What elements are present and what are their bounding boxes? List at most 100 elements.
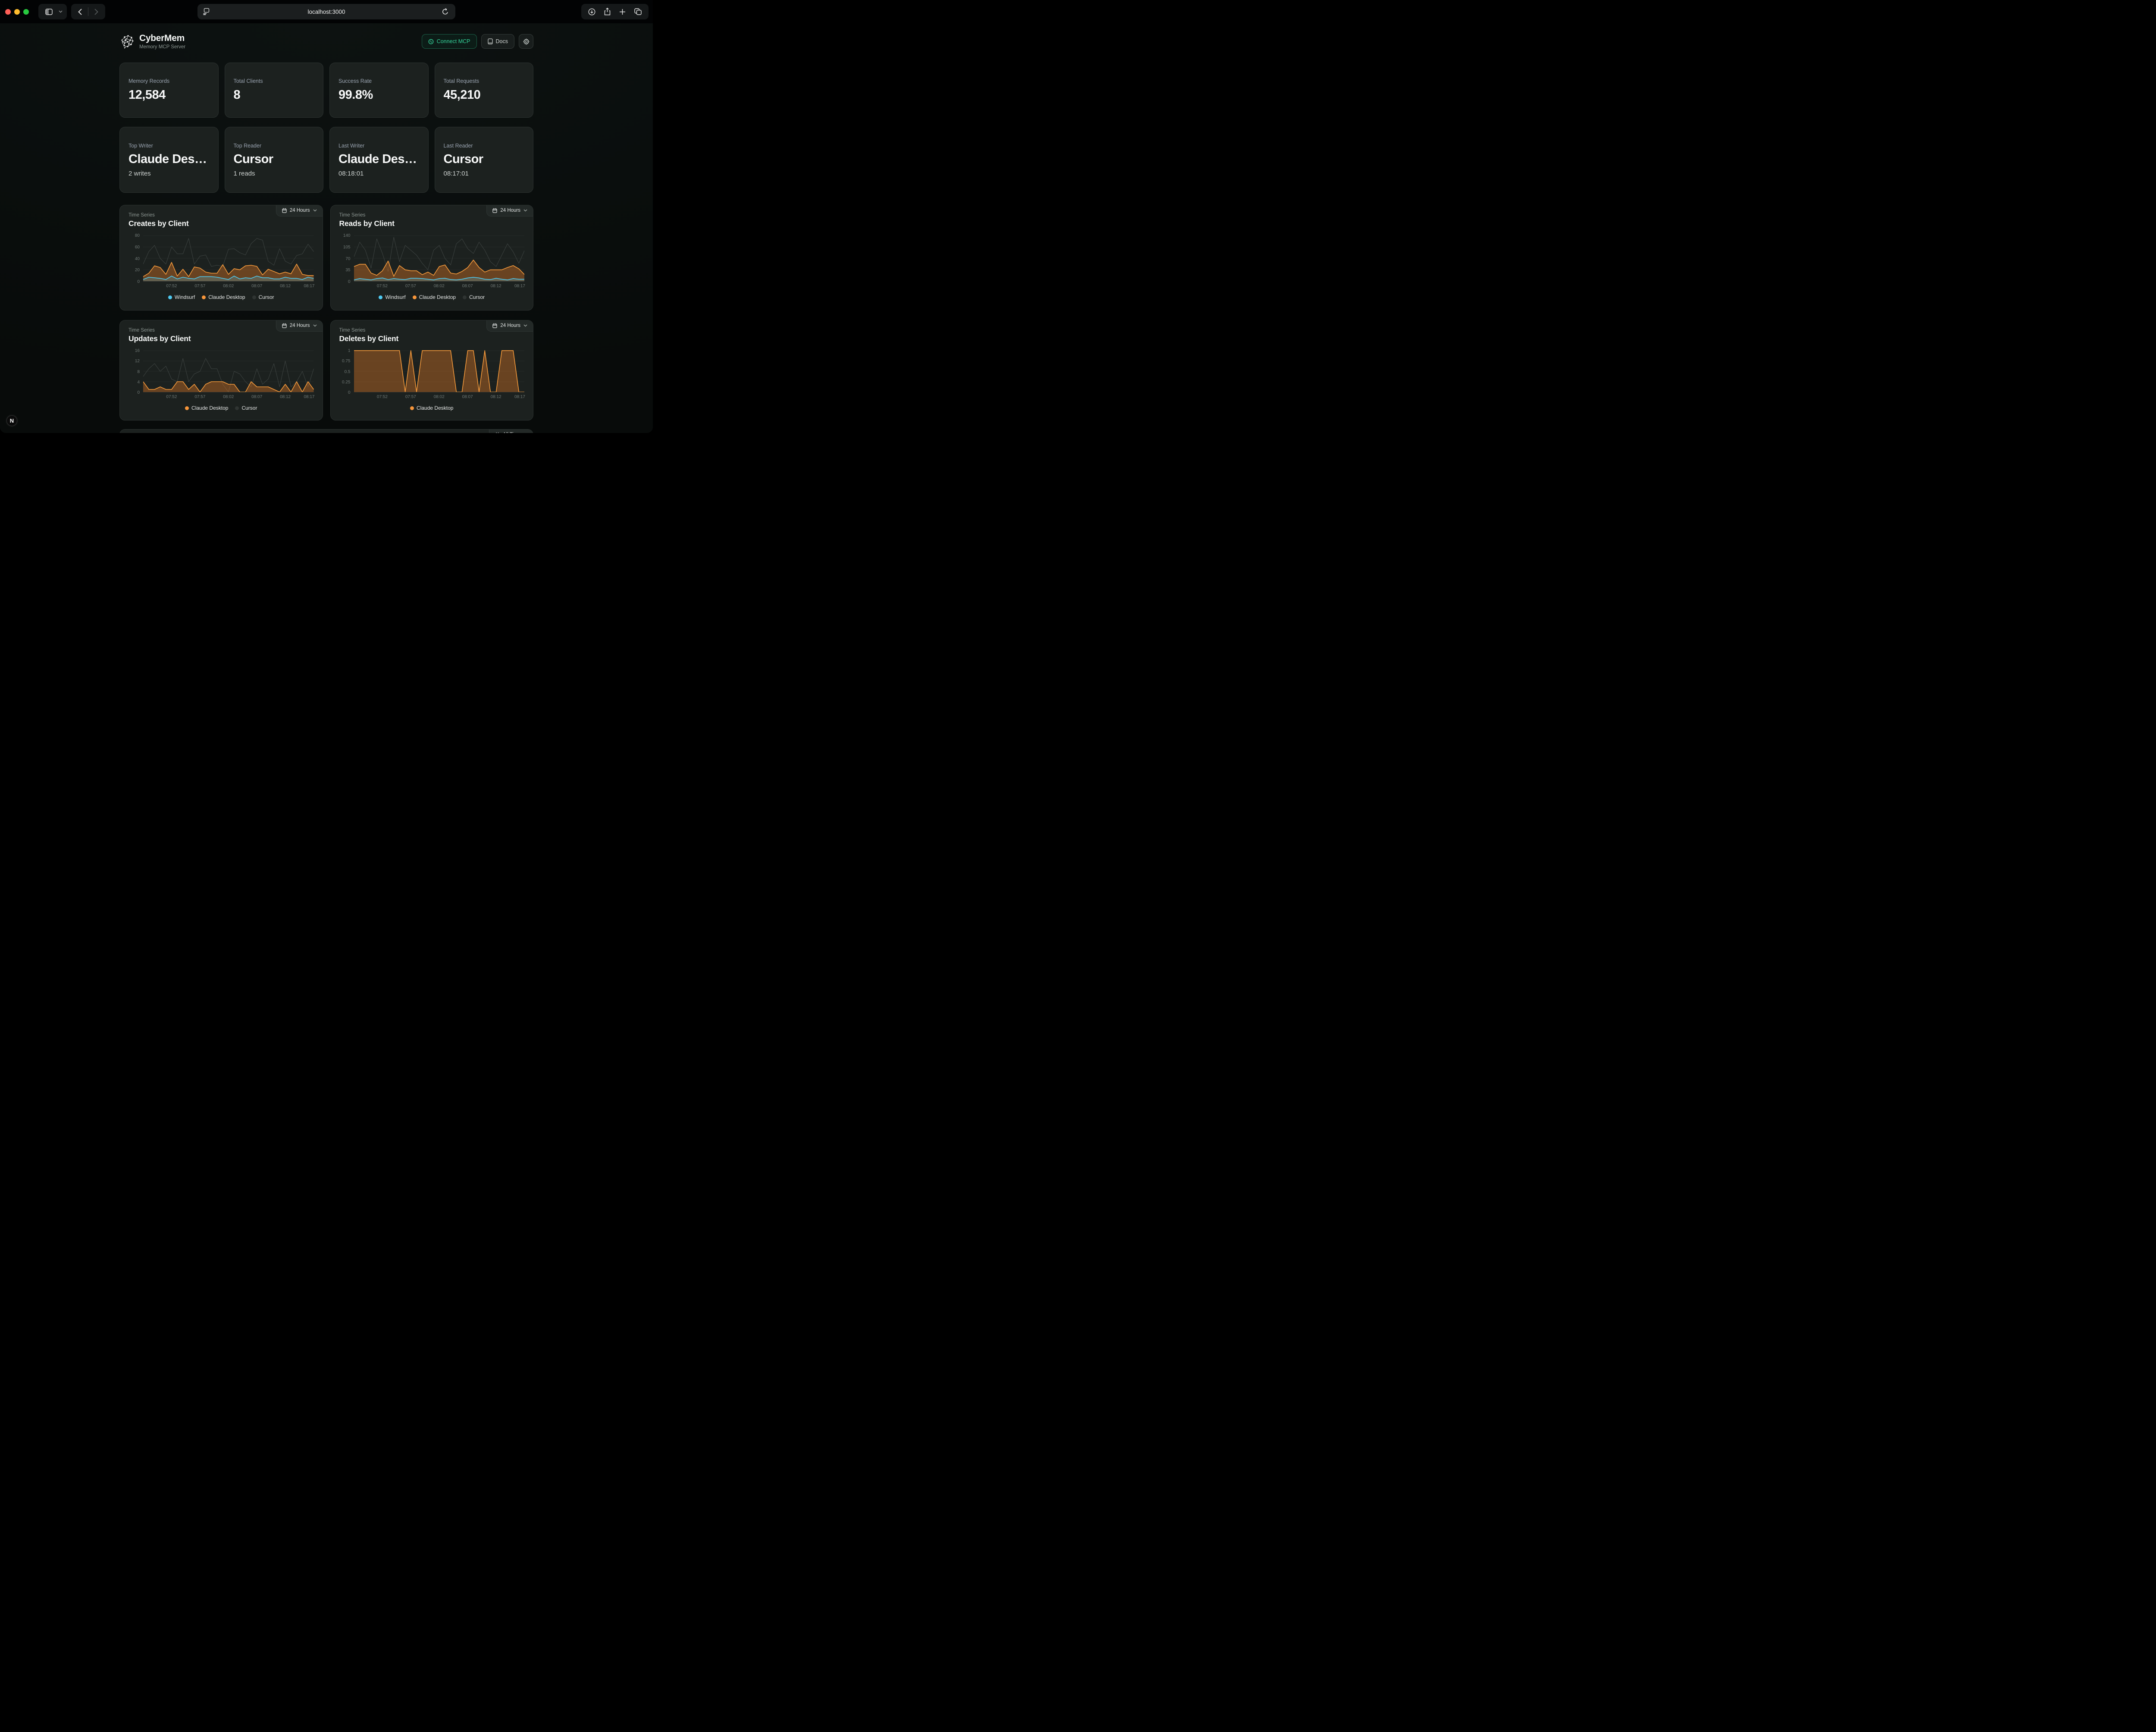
- legend-label: Claude Desktop: [419, 294, 456, 300]
- x-tick-label: 08:07: [251, 284, 263, 289]
- time-range-chip[interactable]: 24 Hours: [276, 205, 323, 216]
- stats-row: Memory Records 12,584 Total Clients 8 Su…: [119, 63, 533, 118]
- stat-label: Total Requests: [443, 78, 479, 84]
- stat-card-success-rate: Success Rate 99.8%: [329, 63, 429, 118]
- legend-dot: [463, 295, 467, 299]
- chevron-down-icon: [523, 324, 527, 327]
- legend-item[interactable]: Cursor: [235, 405, 257, 411]
- legend-label: Cursor: [469, 294, 485, 300]
- legend-item[interactable]: Windsurf: [168, 294, 195, 300]
- y-tick-label: 0: [137, 390, 140, 395]
- y-tick-label: 0.25: [342, 380, 351, 385]
- forward-button[interactable]: [92, 4, 101, 19]
- y-tick-label: 0: [137, 279, 140, 284]
- legend-item[interactable]: Claude Desktop: [412, 294, 456, 300]
- stat-label: Total Clients: [233, 78, 263, 84]
- legend-item[interactable]: Cursor: [463, 294, 485, 300]
- stat-value: Cursor: [233, 152, 274, 166]
- legend-label: Claude Desktop: [208, 294, 245, 300]
- chevron-down-icon[interactable]: [59, 10, 63, 13]
- new-tab-button[interactable]: [617, 4, 628, 19]
- tab-overview-button[interactable]: [632, 4, 644, 19]
- minimize-window-button[interactable]: [14, 9, 20, 15]
- chart-plot: [354, 234, 524, 282]
- chart-card-deletes-by-client: 24 Hours Time Series Deletes by Client 0 0.2…: [330, 320, 533, 420]
- x-tick-label: 08:02: [223, 395, 234, 399]
- reload-button[interactable]: [439, 7, 451, 16]
- legend-label: Windsurf: [174, 294, 195, 300]
- time-range-label: 24 Hours: [500, 323, 520, 328]
- back-button[interactable]: [75, 4, 85, 19]
- legend-item[interactable]: Claude Desktop: [410, 405, 453, 411]
- x-tick-label: 07:57: [194, 284, 206, 289]
- chart-title: Deletes by Client: [339, 334, 399, 343]
- chart-eyebrow: Time Series: [128, 328, 155, 333]
- stat-card-last-writer: Last Writer Claude Des… 08:18:01: [329, 127, 429, 193]
- settings-button[interactable]: [519, 34, 533, 49]
- toolbar-right-group: [581, 4, 649, 19]
- legend-item[interactable]: Claude Desktop: [202, 294, 245, 300]
- downloads-button[interactable]: [586, 4, 598, 19]
- legend-item[interactable]: Windsurf: [379, 294, 406, 300]
- address-bar[interactable]: localhost:3000: [197, 4, 455, 19]
- x-tick-label: 08:07: [462, 395, 473, 399]
- nextjs-dev-badge[interactable]: N: [6, 415, 17, 426]
- stat-label: Top Reader: [233, 142, 262, 149]
- plus-icon: [620, 9, 625, 15]
- browser-window: localhost:3000: [0, 0, 653, 433]
- x-tick-label: 08:17: [514, 284, 526, 289]
- y-tick-label: 0.5: [344, 369, 351, 374]
- zoom-window-button[interactable]: [23, 9, 29, 15]
- gear-icon: [523, 38, 530, 45]
- reload-icon: [442, 8, 448, 15]
- stat-label: Memory Records: [128, 78, 170, 84]
- time-range-chip[interactable]: 24 Hours: [486, 320, 533, 332]
- y-tick-label: 0: [348, 279, 351, 284]
- chart-plot: [143, 349, 314, 392]
- back-icon: [78, 8, 82, 15]
- y-tick-label: 140: [343, 233, 351, 238]
- time-range-chip[interactable]: 24 Hours: [486, 205, 533, 216]
- calendar-icon: [495, 432, 499, 433]
- stat-card-top-writer: Top Writer Claude Des… 2 writes: [119, 127, 219, 193]
- stat-subvalue: 1 reads: [233, 169, 255, 177]
- x-tick-label: 07:57: [194, 395, 206, 399]
- header-actions: Connect MCP Docs: [421, 34, 533, 49]
- docs-button[interactable]: Docs: [481, 34, 514, 49]
- page-body: CyberMem Memory MCP Server Connect MCP: [0, 23, 653, 433]
- y-axis: 0 20 40 60 80: [128, 233, 143, 284]
- chart-title: Reads by Client: [339, 219, 395, 228]
- y-axis: 0 4 8 12 16: [128, 348, 143, 395]
- y-tick-label: 4: [137, 380, 140, 385]
- y-tick-label: 20: [135, 268, 140, 273]
- legend-item[interactable]: Claude Desktop: [185, 405, 228, 411]
- chart-card-reads-by-client: 24 Hours Time Series Reads by Client 0 35 70 1…: [330, 205, 533, 311]
- chart-title: Creates by Client: [128, 219, 189, 228]
- x-tick-label: 08:12: [490, 395, 501, 399]
- stat-card-total-requests: Total Requests 45,210: [434, 63, 533, 118]
- share-icon: [604, 8, 611, 16]
- url-text: localhost:3000: [307, 8, 345, 15]
- stat-label: Last Reader: [443, 142, 473, 149]
- time-range-chip[interactable]: 24 Hours: [276, 320, 323, 332]
- x-axis: 07:52 07:57 08:02 08:07 08:12 08:17: [143, 395, 314, 401]
- y-axis: 0 35 70 105 140: [339, 233, 354, 284]
- x-tick-label: 08:17: [514, 395, 526, 399]
- y-tick-label: 1: [348, 348, 351, 353]
- y-tick-label: 0.75: [342, 359, 351, 364]
- share-button[interactable]: [602, 4, 613, 19]
- time-range-chip-all-time[interactable]: All Time: [489, 430, 533, 433]
- page-settings-icon[interactable]: [203, 8, 210, 15]
- stat-value: 12,584: [128, 88, 166, 102]
- x-tick-label: 08:17: [304, 395, 315, 399]
- close-window-button[interactable]: [5, 9, 11, 15]
- chart-legend: Windsurf Claude Desktop Cursor: [339, 294, 525, 300]
- connect-mcp-button[interactable]: Connect MCP: [421, 34, 477, 49]
- stat-value: Claude Des…: [128, 152, 207, 166]
- legend-item[interactable]: Cursor: [252, 294, 274, 300]
- legend-dot: [252, 295, 256, 299]
- y-tick-label: 40: [135, 256, 140, 261]
- charts-row-1: 24 Hours Time Series Creates by Client 0 20 4…: [119, 205, 533, 311]
- chart-plot: [143, 234, 314, 282]
- sidebar-toggle-button[interactable]: [43, 4, 55, 19]
